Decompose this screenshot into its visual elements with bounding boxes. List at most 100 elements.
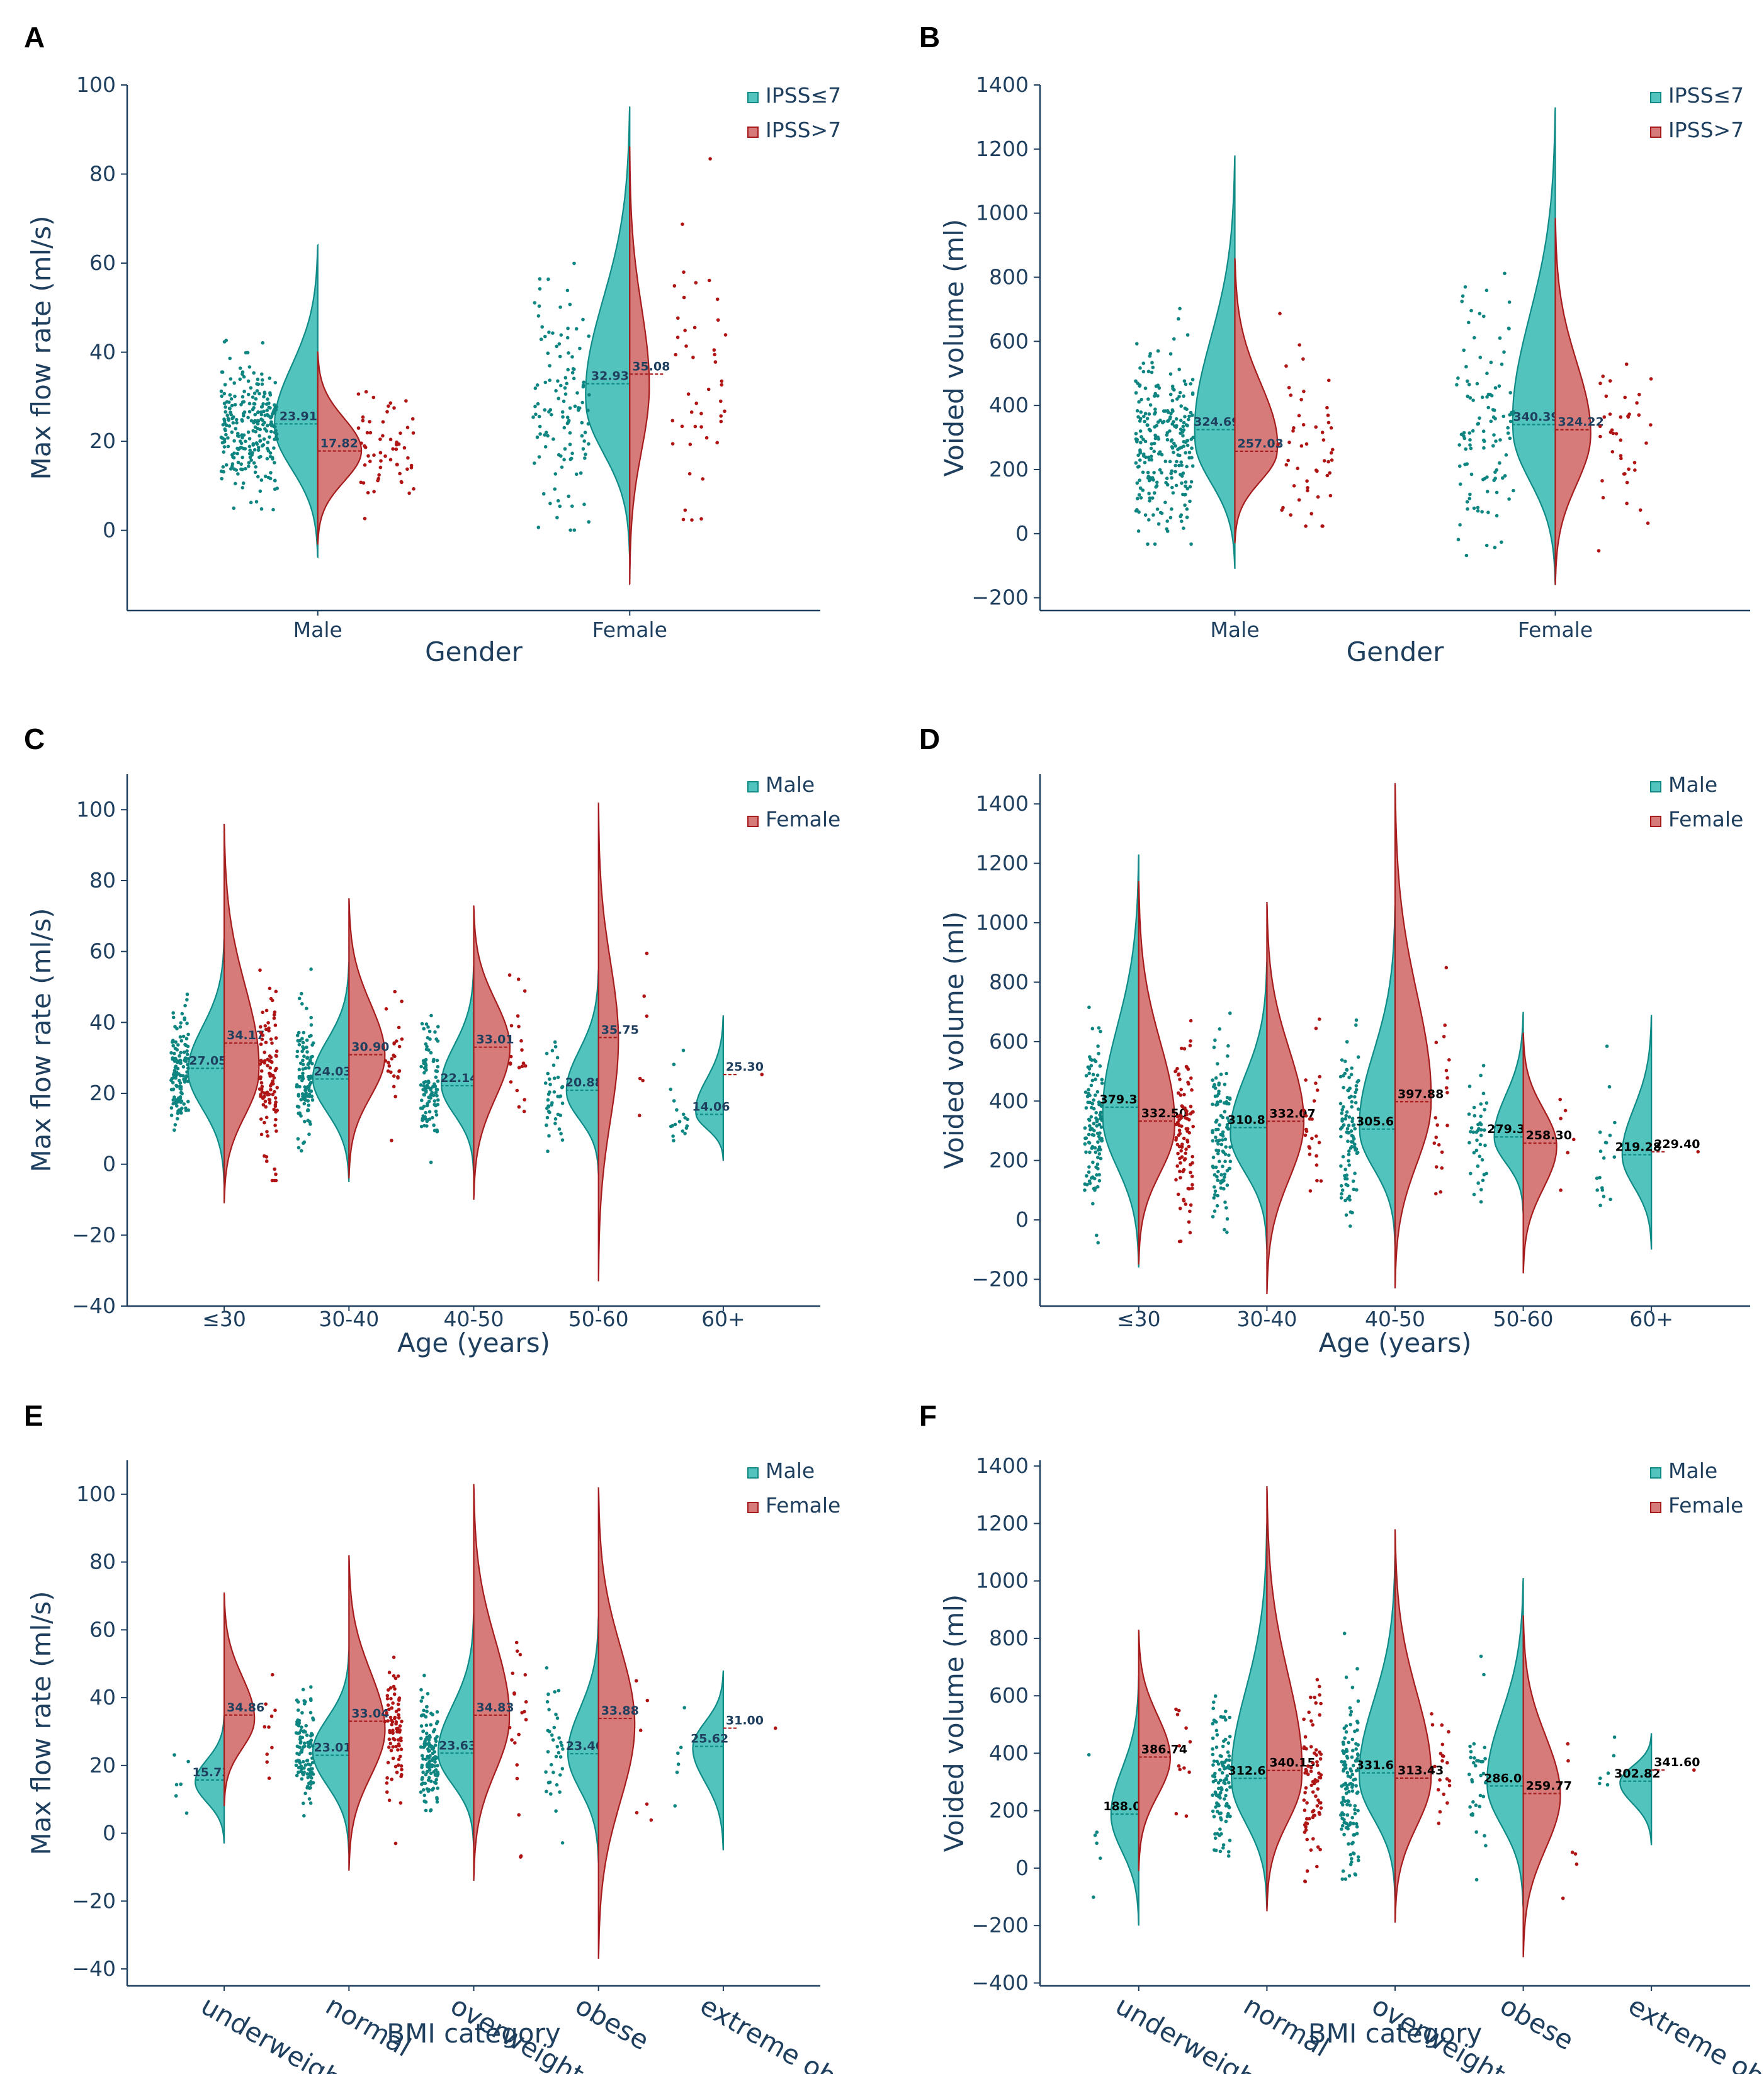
data-point bbox=[1316, 495, 1320, 499]
data-point bbox=[253, 425, 257, 429]
data-point bbox=[1184, 484, 1187, 488]
data-point bbox=[1223, 1110, 1227, 1113]
data-point bbox=[1476, 505, 1480, 510]
data-point bbox=[1350, 1105, 1354, 1109]
legend-item[interactable]: Female bbox=[1668, 807, 1743, 831]
data-point bbox=[707, 278, 711, 283]
data-point bbox=[236, 431, 240, 436]
data-point bbox=[249, 419, 254, 423]
data-point bbox=[265, 409, 269, 412]
data-point bbox=[309, 1733, 313, 1738]
data-point bbox=[1471, 1130, 1476, 1134]
legend-item[interactable]: Male bbox=[766, 1458, 815, 1483]
legend-item[interactable]: Male bbox=[1668, 772, 1717, 797]
median-label: 397.88 bbox=[1398, 1087, 1444, 1101]
data-point bbox=[566, 368, 570, 372]
data-point bbox=[1213, 1774, 1217, 1779]
data-point bbox=[1145, 417, 1150, 420]
data-point bbox=[1168, 415, 1172, 419]
data-point bbox=[1146, 397, 1150, 401]
legend-item[interactable]: Female bbox=[1668, 1493, 1743, 1518]
legend-item[interactable]: Female bbox=[766, 1493, 840, 1518]
data-point bbox=[404, 399, 408, 403]
data-point bbox=[557, 1750, 561, 1755]
data-point bbox=[427, 1749, 431, 1753]
data-point bbox=[1191, 1110, 1195, 1114]
data-point bbox=[421, 1696, 425, 1699]
data-point bbox=[258, 489, 263, 493]
median-label: 379.34 bbox=[1099, 1093, 1145, 1107]
data-point bbox=[1350, 1066, 1354, 1070]
data-point bbox=[521, 1061, 526, 1065]
data-point bbox=[1099, 1125, 1104, 1129]
data-point bbox=[1213, 1086, 1218, 1090]
legend-item[interactable]: Male bbox=[1668, 1458, 1717, 1483]
data-point bbox=[586, 409, 590, 412]
legend-item[interactable]: IPSS≤7 bbox=[1668, 83, 1744, 108]
data-point bbox=[581, 447, 585, 451]
legend-item[interactable]: Male bbox=[766, 772, 815, 797]
data-point bbox=[1311, 1790, 1315, 1794]
data-point bbox=[1147, 412, 1151, 416]
data-point bbox=[252, 406, 256, 410]
data-point bbox=[1313, 1751, 1316, 1755]
data-point bbox=[301, 1058, 305, 1062]
data-point bbox=[1174, 1812, 1179, 1816]
data-point bbox=[1343, 1176, 1347, 1181]
data-point bbox=[1469, 446, 1473, 451]
data-point bbox=[253, 470, 257, 475]
data-point bbox=[1301, 1108, 1306, 1112]
y-tick-label: 1400 bbox=[976, 72, 1029, 97]
data-point bbox=[1344, 1791, 1348, 1795]
data-point bbox=[302, 1095, 307, 1099]
legend-item[interactable]: IPSS≤7 bbox=[766, 83, 841, 108]
data-point bbox=[1223, 1159, 1227, 1163]
data-point bbox=[1480, 1158, 1484, 1162]
data-point bbox=[1315, 1677, 1320, 1682]
data-point bbox=[1475, 381, 1479, 386]
data-point bbox=[274, 1110, 278, 1114]
data-point bbox=[366, 454, 370, 458]
data-point bbox=[174, 1064, 178, 1068]
data-point bbox=[515, 1088, 519, 1093]
data-point bbox=[1604, 1141, 1609, 1145]
data-point bbox=[1339, 1184, 1343, 1188]
data-point bbox=[424, 1723, 429, 1727]
data-point bbox=[533, 301, 537, 305]
data-point bbox=[1216, 1178, 1220, 1182]
data-point bbox=[409, 463, 414, 468]
data-point bbox=[1480, 395, 1484, 399]
data-point bbox=[1178, 1767, 1182, 1771]
data-point bbox=[516, 1014, 520, 1018]
data-point bbox=[558, 1094, 563, 1098]
legend-item[interactable]: IPSS>7 bbox=[1668, 118, 1744, 142]
data-point bbox=[1181, 434, 1185, 438]
data-point bbox=[1299, 444, 1304, 448]
data-point bbox=[1646, 521, 1650, 525]
data-point bbox=[1481, 1795, 1486, 1798]
data-point bbox=[1097, 1026, 1101, 1030]
data-point bbox=[649, 1818, 653, 1822]
data-point bbox=[1173, 1069, 1177, 1074]
data-point bbox=[555, 1783, 559, 1787]
legend-item[interactable]: Female bbox=[766, 807, 840, 831]
data-point bbox=[515, 1649, 519, 1653]
data-point bbox=[174, 1794, 178, 1798]
data-point bbox=[1095, 1233, 1099, 1237]
data-point bbox=[1506, 426, 1510, 430]
data-point bbox=[1343, 1877, 1348, 1881]
data-point bbox=[1228, 1011, 1232, 1015]
median-label: 34.17 bbox=[227, 1029, 264, 1042]
data-point bbox=[1482, 446, 1486, 450]
data-point bbox=[1356, 1055, 1360, 1059]
data-point bbox=[1474, 1803, 1478, 1807]
legend-item[interactable]: IPSS>7 bbox=[766, 118, 841, 142]
data-point bbox=[1342, 1769, 1345, 1773]
data-point bbox=[1227, 1850, 1231, 1854]
data-point bbox=[1350, 1789, 1355, 1793]
data-point bbox=[273, 1167, 277, 1171]
data-point bbox=[1213, 1038, 1217, 1042]
data-point bbox=[1134, 379, 1138, 383]
data-point bbox=[307, 1077, 311, 1081]
data-point bbox=[1351, 1179, 1355, 1183]
